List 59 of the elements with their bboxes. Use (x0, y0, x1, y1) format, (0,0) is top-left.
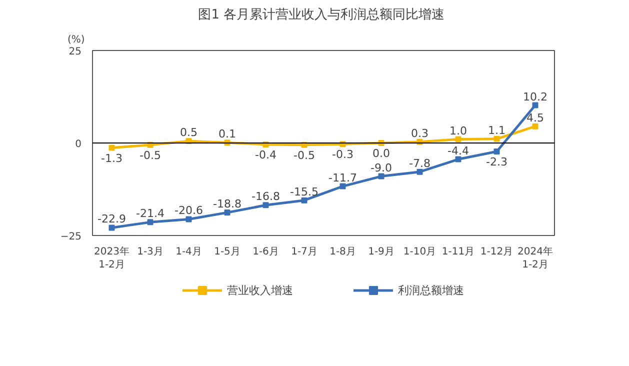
legend-label: 利润总额增速 (398, 282, 464, 298)
data-label: 0.3 (411, 126, 429, 140)
x-tick-label: 1-5月 (214, 246, 240, 258)
x-tick-label: 1-12月 (480, 246, 514, 258)
x-tick-label: 1-4月 (176, 246, 202, 258)
point (455, 136, 462, 142)
data-label: -0.5 (294, 148, 315, 162)
point (532, 123, 538, 130)
data-label: -1.3 (101, 152, 122, 165)
x-tick-label: 1-11月 (442, 246, 475, 258)
point (494, 148, 500, 155)
point (416, 168, 423, 175)
data-label: 0.5 (180, 126, 198, 140)
data-label: 1.0 (450, 124, 468, 138)
point (532, 102, 538, 108)
point (378, 173, 384, 180)
data-label: -2.3 (486, 156, 508, 169)
x-tick-label: 1-3月 (137, 246, 164, 258)
data-label: -16.8 (252, 190, 280, 204)
point (494, 136, 500, 142)
y-tick-label: 25 (68, 46, 82, 58)
x-tick-label: 2024年 1-2月 (518, 246, 553, 271)
y-tick-label: 0 (75, 139, 82, 150)
data-label: -21.4 (136, 207, 164, 220)
data-label: 10.2 (523, 90, 548, 104)
x-tick-label: 1-6月 (252, 246, 279, 258)
y-tick-label: −25 (60, 232, 82, 242)
point (147, 219, 154, 226)
point (224, 210, 230, 216)
data-label: -0.5 (140, 148, 161, 162)
data-label: -4.4 (448, 144, 469, 158)
y-axis-title: (%) (68, 34, 85, 46)
data-label: -18.8 (213, 198, 242, 211)
point (108, 144, 115, 151)
data-label: -20.6 (174, 204, 203, 218)
point (301, 197, 308, 204)
data-label: 1.1 (488, 124, 506, 137)
data-label: -9.0 (370, 161, 392, 174)
x-tick-label: 2023年 1-2月 (94, 246, 130, 271)
data-label: -11.7 (328, 171, 357, 184)
point (340, 183, 346, 190)
point (186, 216, 192, 222)
data-label: -15.5 (290, 185, 318, 198)
chart-title: 图1 各月累计营业收入与利润总额同比增速 (198, 8, 445, 22)
point (262, 202, 269, 208)
point (108, 224, 115, 231)
x-tick-label: 1-10月 (403, 246, 436, 258)
x-tick-label: 1-8月 (330, 246, 356, 258)
data-label: -22.9 (98, 212, 126, 226)
legend-label: 营业收入增速 (227, 282, 293, 298)
data-label: -0.4 (255, 148, 276, 162)
point (455, 156, 462, 162)
data-label: -0.3 (332, 148, 354, 162)
x-tick-label: 1-9月 (368, 246, 394, 258)
x-tick-label: 1-7月 (291, 246, 318, 258)
data-label: 0.1 (218, 128, 236, 141)
data-label: 4.5 (526, 111, 544, 124)
data-label: 0.0 (372, 147, 390, 160)
data-label: -7.8 (409, 156, 430, 170)
